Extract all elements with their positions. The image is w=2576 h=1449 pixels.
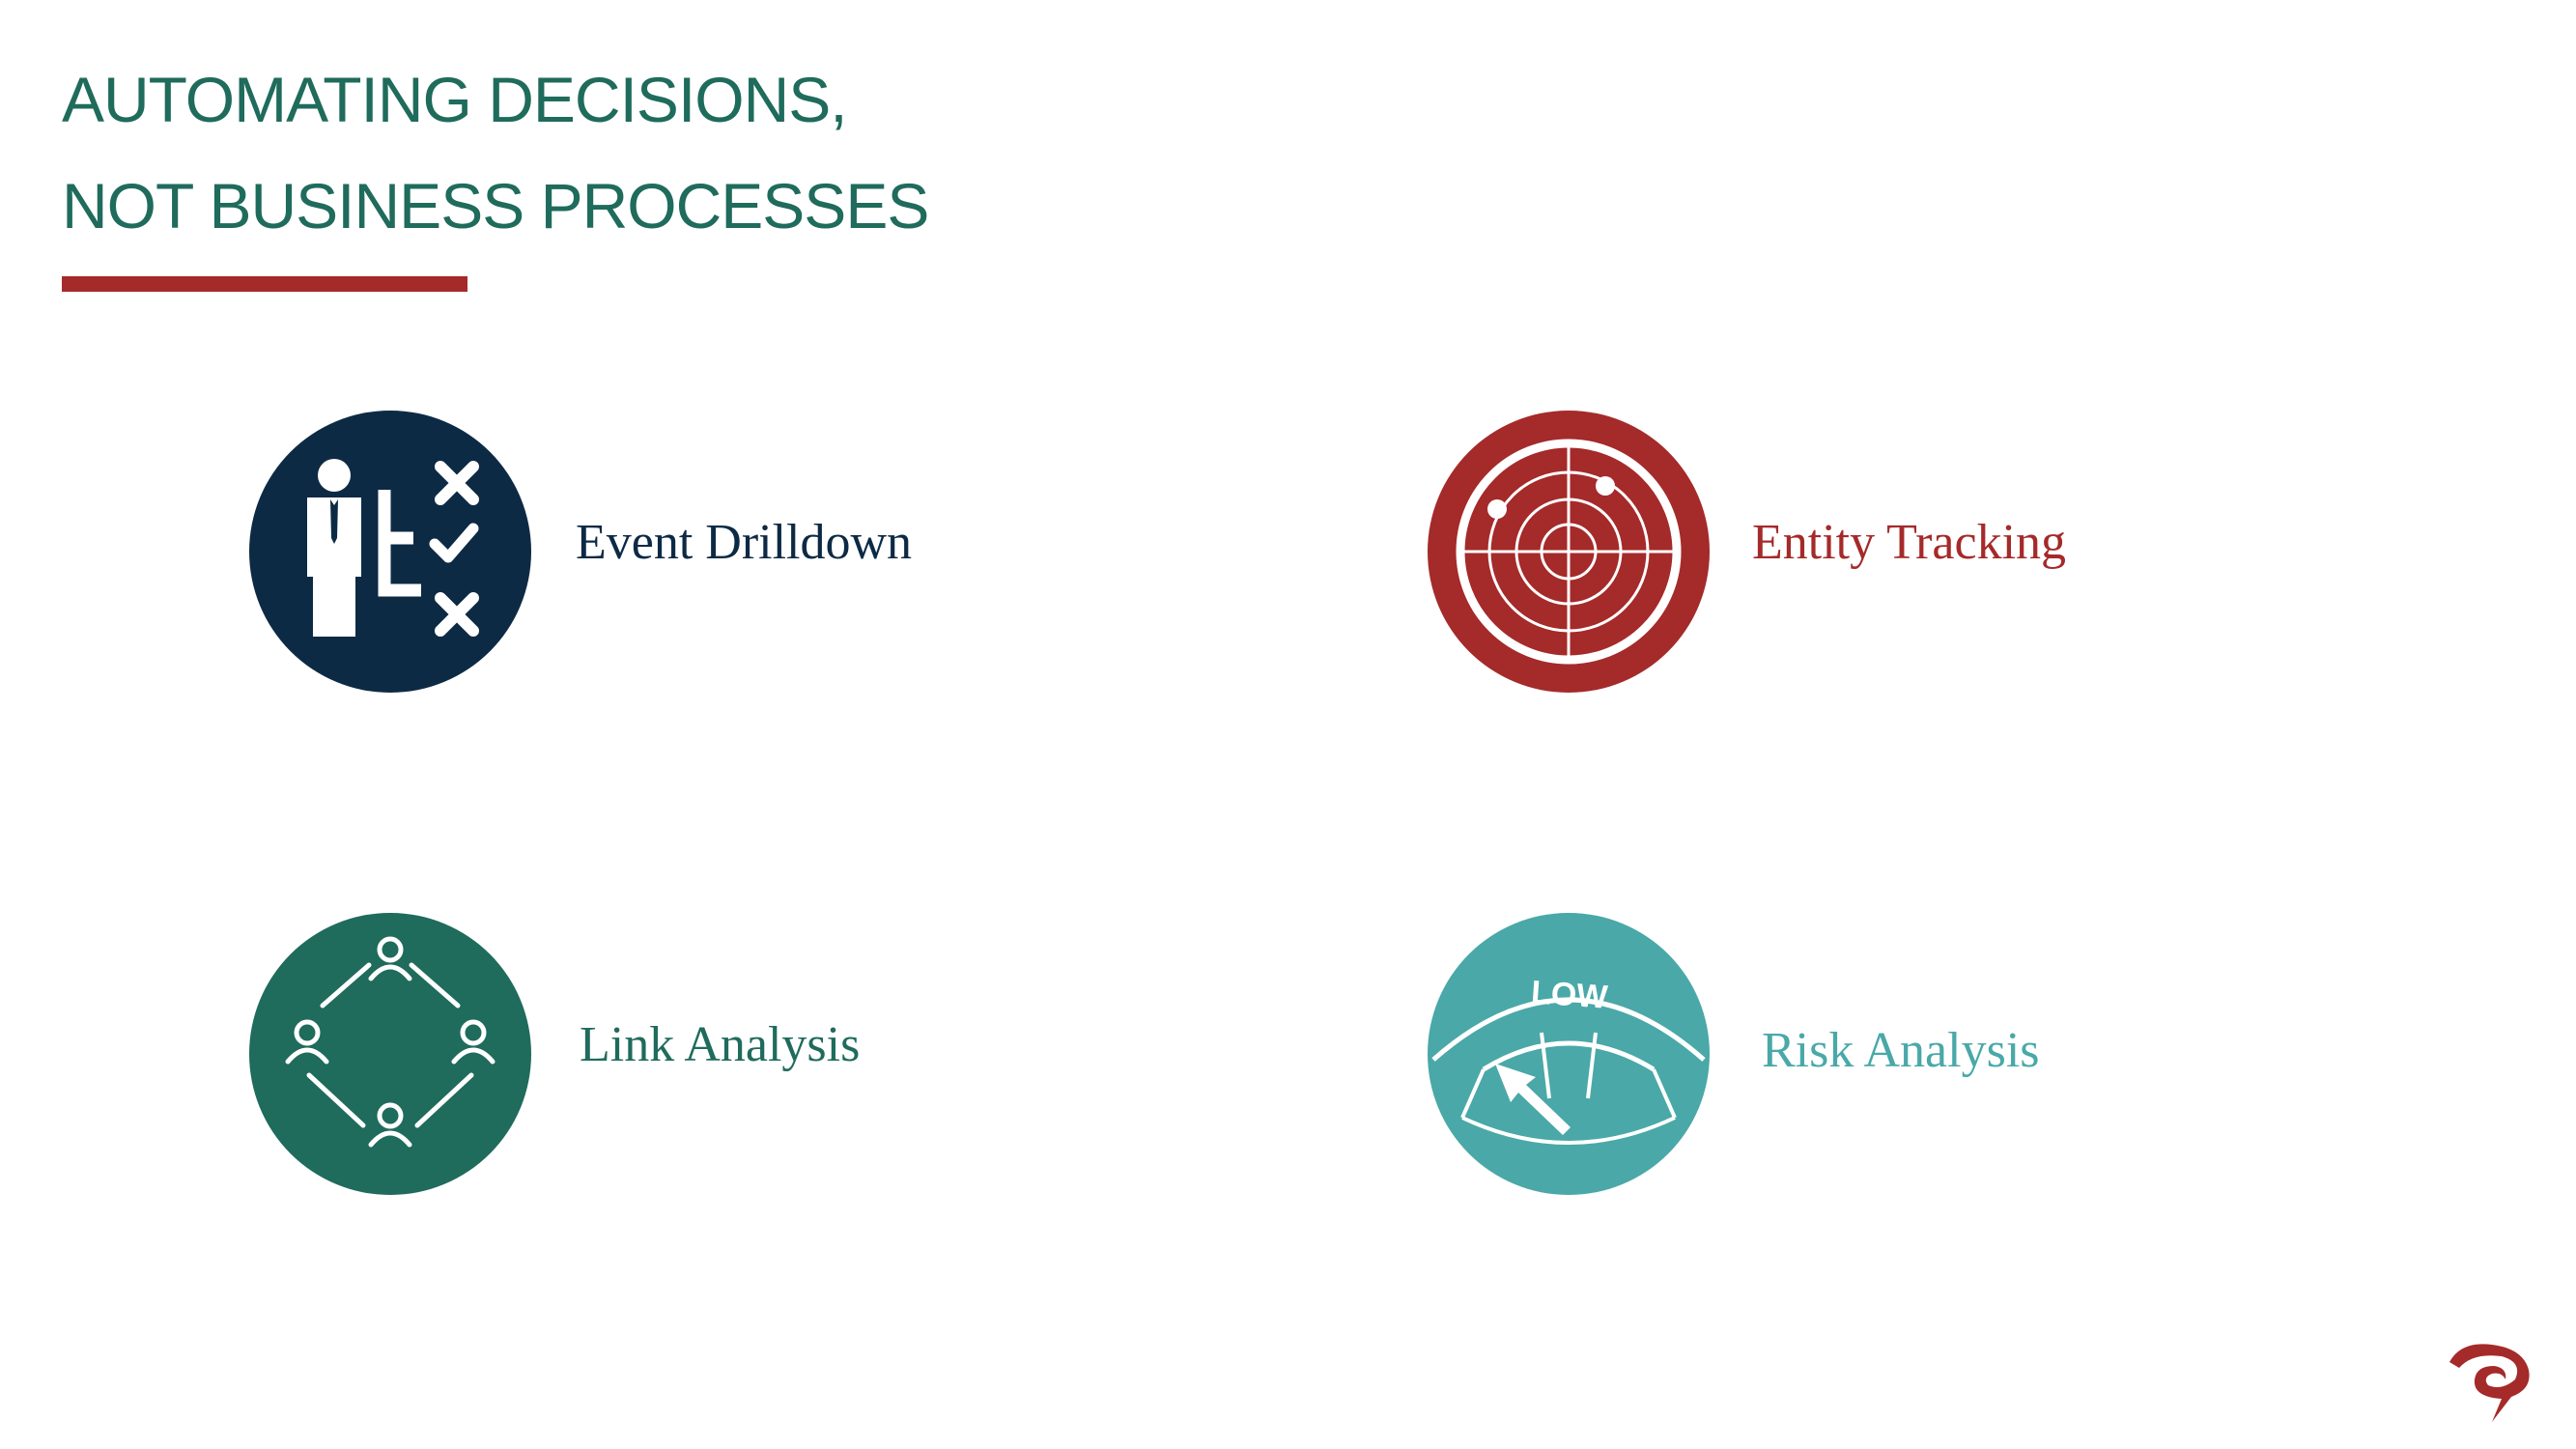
feature-label: Risk Analysis: [1762, 1023, 2040, 1078]
company-logo: [2434, 1333, 2550, 1430]
title-line-1: AUTOMATING DECISIONS,: [62, 64, 848, 135]
title-underline: [62, 276, 467, 292]
feature-label: Entity Tracking: [1752, 515, 2067, 570]
feature-label: Link Analysis: [580, 1017, 861, 1072]
slide-title: AUTOMATING DECISIONS, NOT BUSINESS PROCE…: [62, 46, 929, 259]
network-people-icon: [249, 913, 531, 1195]
gauge-low-text: LOW: [1530, 974, 1610, 1016]
risk-gauge-icon: LOW: [1428, 913, 1710, 1195]
title-line-2: NOT BUSINESS PROCESSES: [62, 170, 929, 242]
decision-person-icon: [249, 411, 531, 693]
feature-label: Event Drilldown: [576, 515, 913, 570]
radar-icon: [1428, 411, 1710, 693]
